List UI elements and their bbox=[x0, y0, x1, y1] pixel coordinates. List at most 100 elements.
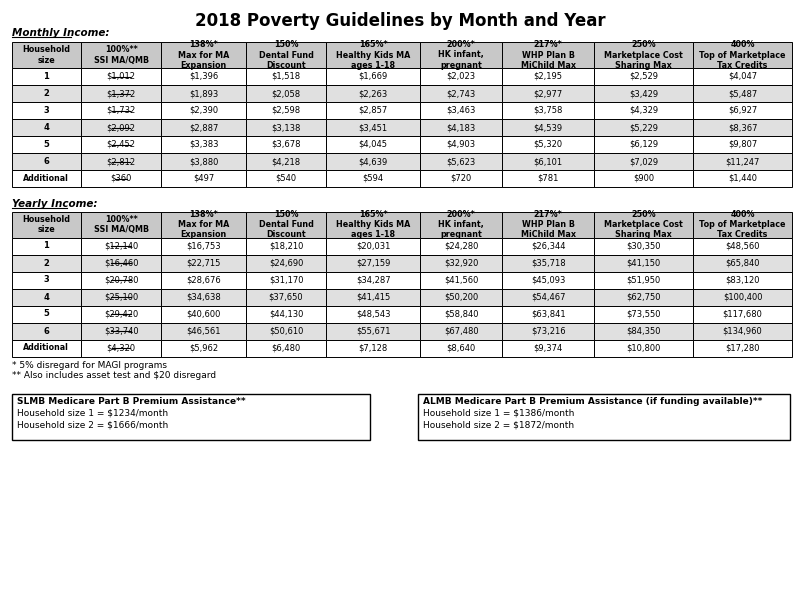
Text: $5,962: $5,962 bbox=[189, 343, 218, 352]
Bar bbox=[594, 170, 693, 187]
Text: 150%
Dental Fund
Discount: 150% Dental Fund Discount bbox=[258, 40, 314, 70]
Text: $20,031: $20,031 bbox=[356, 241, 390, 251]
Bar bbox=[502, 254, 594, 271]
Bar bbox=[693, 238, 792, 254]
Bar bbox=[693, 306, 792, 323]
Bar bbox=[12, 42, 81, 68]
Bar bbox=[502, 339, 594, 356]
Text: 3: 3 bbox=[43, 106, 50, 115]
Bar bbox=[502, 153, 594, 170]
Bar bbox=[693, 136, 792, 153]
Bar bbox=[420, 153, 502, 170]
Text: 100%**
SSI MA/QMB: 100%** SSI MA/QMB bbox=[94, 45, 149, 65]
Bar bbox=[12, 289, 81, 306]
Text: 4: 4 bbox=[43, 123, 50, 132]
Bar bbox=[246, 211, 326, 238]
Bar bbox=[246, 136, 326, 153]
Bar bbox=[246, 170, 326, 187]
Bar bbox=[502, 211, 594, 238]
Bar bbox=[594, 289, 693, 306]
Bar bbox=[420, 102, 502, 119]
Bar bbox=[81, 323, 162, 339]
Bar bbox=[246, 339, 326, 356]
Text: $3,678: $3,678 bbox=[271, 140, 301, 149]
Bar bbox=[326, 339, 420, 356]
Text: $50,610: $50,610 bbox=[269, 326, 303, 336]
Text: 100%**
SSI MA/QMB: 100%** SSI MA/QMB bbox=[94, 215, 149, 234]
Bar bbox=[502, 68, 594, 85]
Bar bbox=[12, 238, 81, 254]
Text: $1,732: $1,732 bbox=[106, 106, 136, 115]
Bar bbox=[502, 271, 594, 289]
Text: 1: 1 bbox=[43, 72, 50, 81]
Bar bbox=[162, 119, 246, 136]
Bar bbox=[12, 170, 81, 187]
Bar bbox=[502, 42, 594, 68]
Bar bbox=[81, 153, 162, 170]
Text: $3,451: $3,451 bbox=[358, 123, 388, 132]
Text: $11,247: $11,247 bbox=[726, 157, 760, 166]
Bar bbox=[326, 119, 420, 136]
Bar bbox=[594, 238, 693, 254]
Bar bbox=[246, 85, 326, 102]
Text: ** Also includes asset test and $20 disregard: ** Also includes asset test and $20 disr… bbox=[12, 372, 216, 381]
Text: $1,440: $1,440 bbox=[728, 174, 757, 183]
Text: $51,950: $51,950 bbox=[626, 276, 661, 284]
Bar bbox=[12, 119, 81, 136]
Bar bbox=[420, 254, 502, 271]
Text: $35,718: $35,718 bbox=[531, 258, 566, 267]
Bar bbox=[420, 136, 502, 153]
Bar bbox=[162, 42, 246, 68]
Text: $1,669: $1,669 bbox=[358, 72, 388, 81]
Bar bbox=[502, 306, 594, 323]
Bar bbox=[502, 85, 594, 102]
Bar bbox=[12, 254, 81, 271]
Text: $12,140: $12,140 bbox=[104, 241, 138, 251]
Bar bbox=[420, 211, 502, 238]
Bar bbox=[693, 271, 792, 289]
Text: $2,263: $2,263 bbox=[358, 89, 388, 98]
Text: $4,045: $4,045 bbox=[358, 140, 388, 149]
Bar bbox=[594, 211, 693, 238]
Text: $1,372: $1,372 bbox=[106, 89, 136, 98]
Text: 6: 6 bbox=[43, 157, 50, 166]
Text: * 5% disregard for MAGI programs: * 5% disregard for MAGI programs bbox=[12, 362, 167, 371]
Bar bbox=[693, 211, 792, 238]
Text: $41,150: $41,150 bbox=[626, 258, 661, 267]
Bar bbox=[81, 271, 162, 289]
Bar bbox=[693, 339, 792, 356]
Bar bbox=[81, 85, 162, 102]
Text: $58,840: $58,840 bbox=[444, 310, 478, 319]
Text: $48,543: $48,543 bbox=[356, 310, 390, 319]
Text: Household
size: Household size bbox=[22, 45, 70, 65]
Text: $4,539: $4,539 bbox=[534, 123, 562, 132]
Bar bbox=[420, 119, 502, 136]
Text: $63,841: $63,841 bbox=[531, 310, 566, 319]
Text: $3,429: $3,429 bbox=[629, 89, 658, 98]
Text: $32,920: $32,920 bbox=[444, 258, 478, 267]
Bar bbox=[326, 85, 420, 102]
Text: $16,753: $16,753 bbox=[186, 241, 221, 251]
Bar bbox=[12, 339, 81, 356]
Text: ALMB Medicare Part B Premium Assistance (if funding available)**: ALMB Medicare Part B Premium Assistance … bbox=[423, 398, 762, 407]
Bar bbox=[693, 68, 792, 85]
Bar bbox=[246, 102, 326, 119]
Text: $73,550: $73,550 bbox=[626, 310, 661, 319]
Bar bbox=[12, 85, 81, 102]
Bar bbox=[81, 42, 162, 68]
Text: 138%*
Max for MA
Expansion: 138%* Max for MA Expansion bbox=[178, 209, 230, 240]
Text: 2018 Poverty Guidelines by Month and Year: 2018 Poverty Guidelines by Month and Yea… bbox=[194, 12, 606, 30]
Bar bbox=[162, 306, 246, 323]
Text: 200%*
HK infant,
pregnant: 200%* HK infant, pregnant bbox=[438, 40, 484, 70]
Bar bbox=[693, 323, 792, 339]
Text: $7,029: $7,029 bbox=[629, 157, 658, 166]
Text: Household size 2 = $1666/month: Household size 2 = $1666/month bbox=[17, 421, 168, 430]
Bar bbox=[326, 42, 420, 68]
Text: $2,743: $2,743 bbox=[446, 89, 476, 98]
Text: 150%
Dental Fund
Discount: 150% Dental Fund Discount bbox=[258, 209, 314, 240]
Text: $2,390: $2,390 bbox=[189, 106, 218, 115]
Bar bbox=[693, 254, 792, 271]
Bar bbox=[594, 306, 693, 323]
Text: $3,138: $3,138 bbox=[271, 123, 301, 132]
Bar bbox=[594, 68, 693, 85]
